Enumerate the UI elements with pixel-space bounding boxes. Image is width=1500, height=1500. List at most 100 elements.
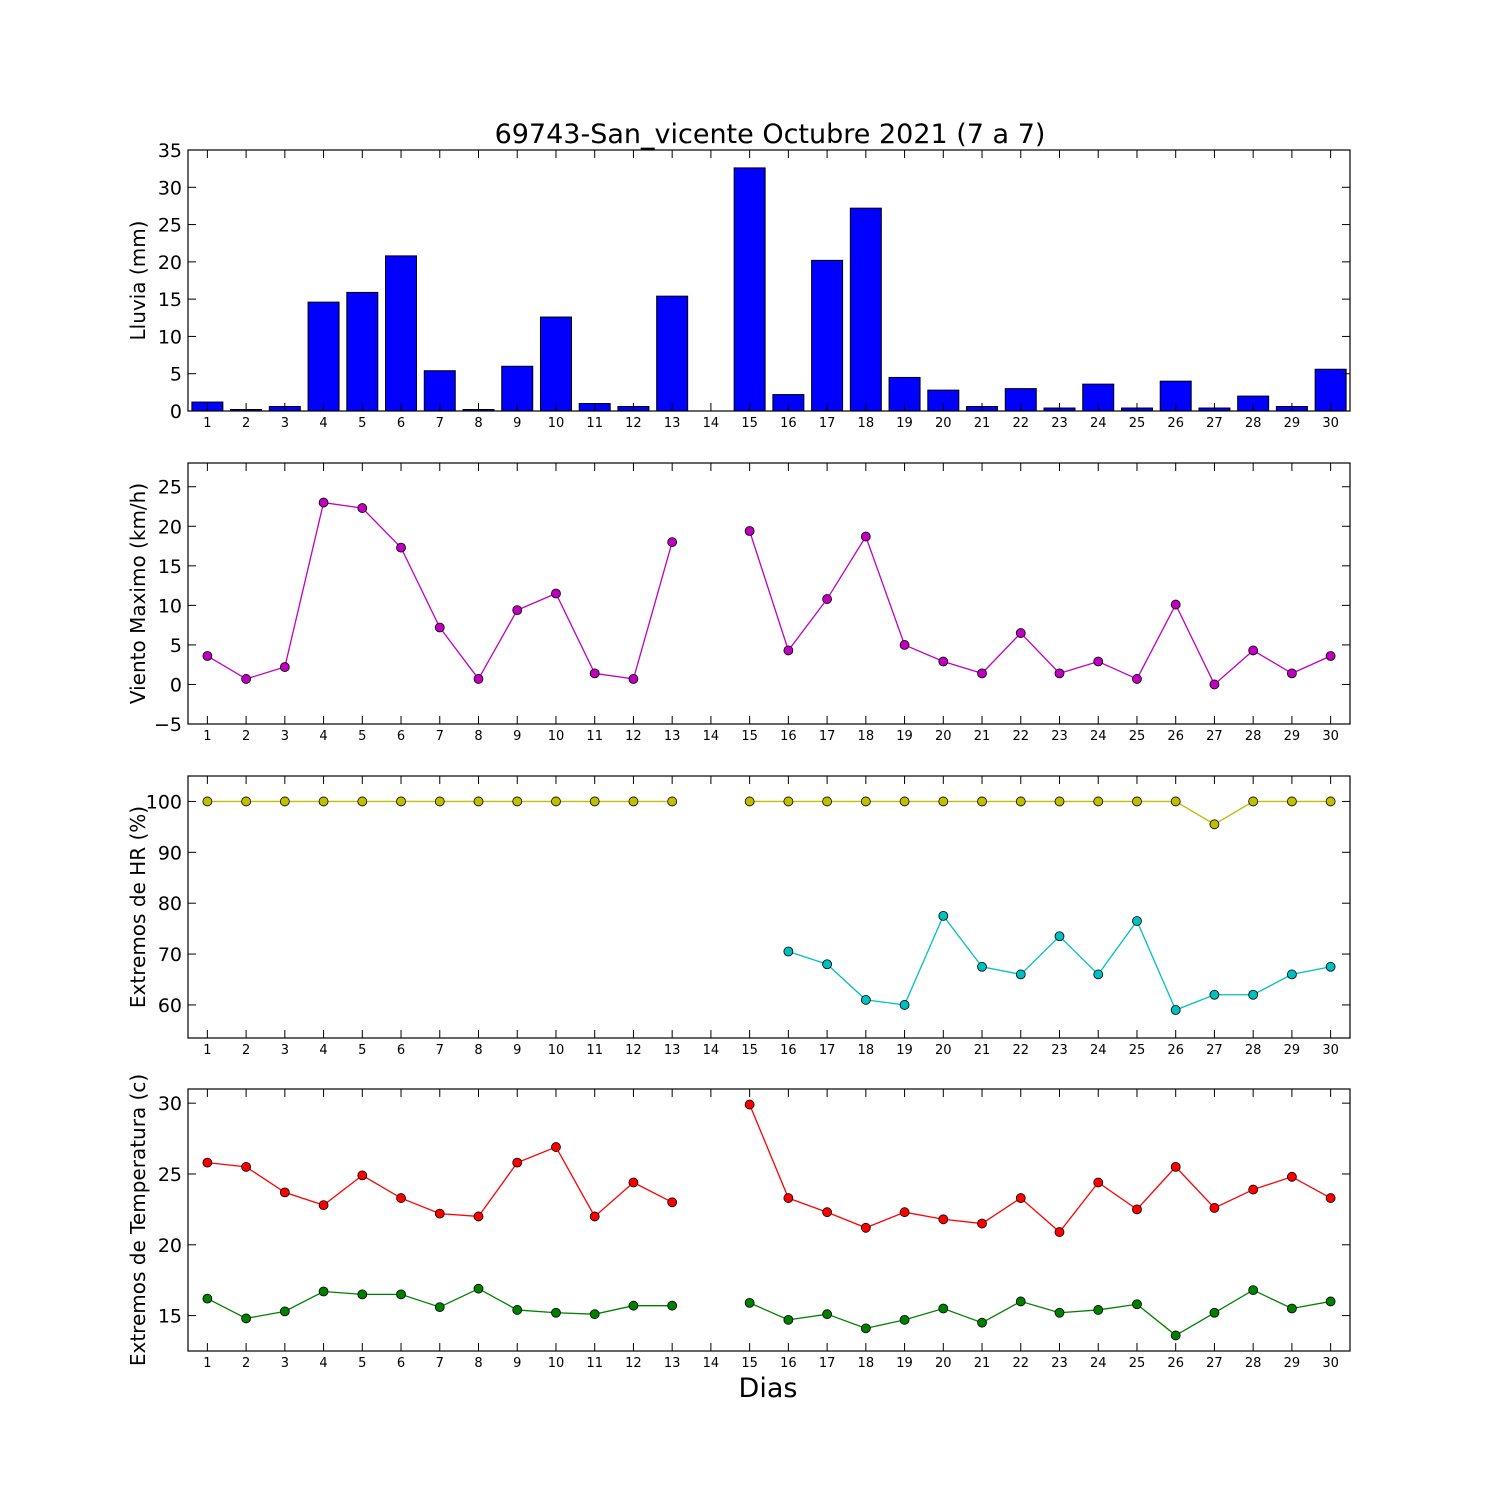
y-tick-label: 100 (146, 791, 182, 813)
series-2-point-day-24 (1093, 1305, 1104, 1315)
series-2-point-day-23 (1054, 1307, 1065, 1318)
y-tick-label: 30 (158, 1093, 182, 1115)
series-1-point-day-15 (744, 1099, 755, 1110)
series-1-point-day-6 (396, 542, 406, 553)
x-tick-label-day-8: 8 (474, 1356, 482, 1371)
series-2-point-day-23 (1054, 931, 1065, 942)
x-tick-label-day-6: 6 (397, 729, 405, 744)
series-1-point-day-27 (1209, 819, 1220, 830)
x-tick-label-day-24: 24 (1090, 729, 1107, 744)
series-2-point-day-21 (977, 961, 987, 972)
x-tick-label-day-15: 15 (741, 1043, 758, 1058)
series-1-point-day-15 (744, 796, 755, 807)
series-2-point-day-7 (434, 1302, 445, 1312)
series-1-point-day-10 (551, 796, 561, 807)
series-2-line-segment-2 (749, 1289, 1331, 1337)
x-tick-label-day-1: 1 (203, 1043, 211, 1058)
series-2-point-day-28 (1248, 989, 1259, 1000)
series-1-point-day-11 (589, 1211, 600, 1222)
x-tick-label-day-19: 19 (896, 1356, 913, 1371)
series-1-point-day-1 (202, 796, 213, 807)
y-tick-label: −5 (154, 714, 182, 736)
series-1-point-day-8 (473, 674, 484, 684)
series-2-point-day-29 (1287, 1303, 1297, 1314)
series-1-point-day-23 (1054, 1227, 1065, 1237)
x-tick-label-day-16: 16 (780, 416, 797, 431)
x-tick-label-day-21: 21 (974, 1356, 991, 1371)
x-tick-label-day-3: 3 (281, 1356, 289, 1371)
y-tick-label: 25 (158, 215, 182, 237)
series-1-point-day-2 (241, 796, 252, 807)
series-1-point-day-9 (512, 1157, 523, 1168)
series-1-point-day-7 (434, 1208, 445, 1219)
x-tick-label-day-29: 29 (1284, 729, 1301, 744)
series-1-point-day-11 (589, 668, 600, 679)
x-tick-label-day-10: 10 (548, 729, 565, 744)
x-tick-label-day-8: 8 (474, 729, 482, 744)
x-tick-label-day-25: 25 (1129, 1356, 1146, 1371)
x-tick-label-day-2: 2 (242, 729, 250, 744)
y-tick-label: 15 (158, 289, 182, 311)
x-tick-label-day-5: 5 (358, 1043, 366, 1058)
series-1-point-day-12 (628, 796, 639, 807)
series-1-point-day-6 (396, 1193, 406, 1203)
x-tick-label-day-5: 5 (358, 1356, 366, 1371)
series-2-point-day-25 (1132, 916, 1142, 926)
figure-title: 69743-San_vicente Octubre 2021 (7 a 7) (495, 119, 1046, 150)
series-1-point-day-18 (860, 1222, 871, 1233)
y-tick-label: 0 (170, 401, 182, 423)
series-1-point-day-13 (667, 537, 678, 547)
series-1-point-day-2 (241, 1161, 252, 1172)
x-tick-label-day-8: 8 (474, 1043, 482, 1058)
series-2-point-day-9 (512, 1305, 523, 1315)
x-tick-label-day-21: 21 (974, 729, 991, 744)
x-tick-label-day-20: 20 (935, 1356, 952, 1371)
x-tick-label-day-18: 18 (858, 1043, 875, 1058)
x-tick-label-day-20: 20 (935, 1043, 952, 1058)
y-tick-label: 25 (158, 477, 182, 499)
x-tick-label-day-19: 19 (896, 416, 913, 431)
x-tick-label-day-26: 26 (1167, 1356, 1184, 1371)
series-1-point-day-17 (822, 1207, 832, 1218)
bar-day-17 (811, 259, 844, 412)
x-tick-label-day-28: 28 (1245, 1043, 1262, 1058)
series-1-point-day-19 (899, 796, 910, 807)
x-tick-label-day-4: 4 (319, 416, 327, 431)
x-tick-label-day-26: 26 (1167, 416, 1184, 431)
series-1-point-day-17 (822, 594, 832, 604)
bar-day-13 (656, 295, 689, 412)
series-2-point-day-28 (1248, 1285, 1259, 1295)
x-tick-label-day-15: 15 (741, 416, 758, 431)
series-1-point-day-8 (473, 1211, 484, 1222)
x-tick-label-day-18: 18 (858, 1356, 875, 1371)
series-1-point-day-10 (551, 1142, 561, 1152)
x-tick-label-day-13: 13 (664, 729, 681, 744)
series-2-point-day-13 (667, 1300, 678, 1311)
series-2-point-day-8 (473, 1283, 484, 1294)
y-tick-label: 60 (158, 995, 182, 1017)
series-1-point-day-25 (1132, 674, 1142, 684)
series-1-point-day-22 (1015, 1193, 1026, 1203)
series-2-point-day-18 (860, 994, 871, 1005)
x-tick-label-day-16: 16 (780, 1356, 797, 1371)
x-tick-label-day-7: 7 (436, 1356, 444, 1371)
x-tick-label-day-30: 30 (1322, 729, 1339, 744)
x-tick-label-day-17: 17 (819, 416, 836, 431)
series-1-point-day-16 (783, 796, 794, 807)
series-1-point-day-23 (1054, 668, 1065, 679)
series-1-point-day-24 (1093, 656, 1104, 667)
x-tick-label-day-1: 1 (203, 1356, 211, 1371)
x-tick-label-day-11: 11 (586, 729, 603, 744)
series-2-point-day-17 (822, 959, 832, 970)
series-2-point-day-2 (241, 1313, 252, 1324)
x-tick-label-day-26: 26 (1167, 729, 1184, 744)
y-tick-label: 5 (170, 364, 182, 386)
panel-2-axes-frame (187, 462, 1351, 725)
x-tick-label-day-14: 14 (703, 1043, 720, 1058)
panel-4-y-axis-label: Extremos de Temperatura (c) (126, 1074, 150, 1366)
x-tick-label-day-14: 14 (703, 729, 720, 744)
series-1-point-day-20 (938, 656, 949, 667)
x-tick-label-day-13: 13 (664, 1356, 681, 1371)
